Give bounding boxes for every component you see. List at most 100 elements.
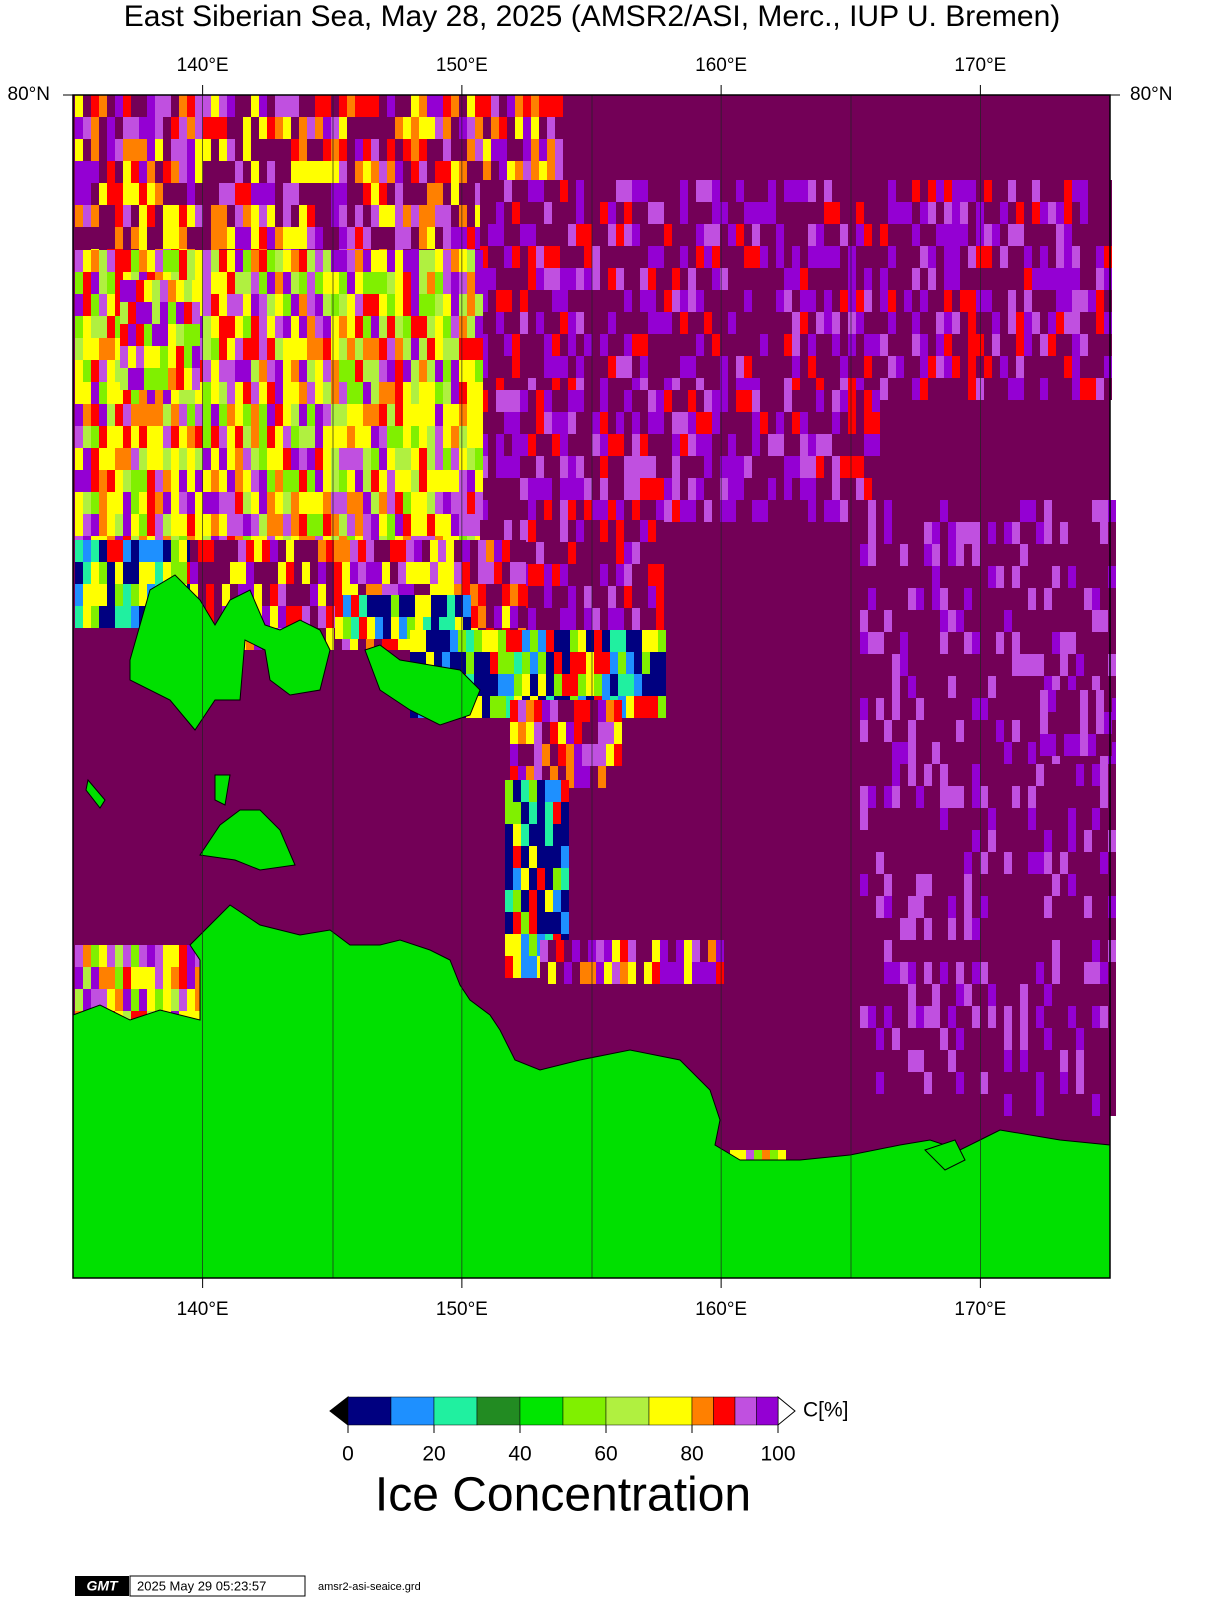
ice-cell [650,696,658,718]
ice-cell [83,945,91,967]
ice-cell [1048,246,1056,268]
ice-cell [924,896,932,918]
ice-cell [1108,896,1116,918]
ice-cell [211,470,219,492]
ice-cell [996,544,1004,566]
ice-cell [560,542,568,564]
ice-cell [211,492,219,514]
ice-cell [940,808,948,830]
ice-cell [940,918,948,940]
ice-cell [768,246,776,268]
ice-cell [463,617,471,639]
ice-cell [510,722,518,744]
ice-cell [800,456,808,478]
ice-cell [275,95,283,117]
ice-cell [608,268,616,290]
ice-cell [576,586,584,608]
ice-cell [270,606,278,628]
ice-cell [480,312,488,334]
ice-cell [908,676,916,698]
colorbar-bin [347,1396,392,1426]
ice-cell [560,378,568,400]
ice-cell [347,250,355,272]
ice-cell [179,562,187,584]
ice-cell [347,338,355,360]
ice-cell [147,426,155,448]
ice-cell [1012,786,1020,808]
ice-cell [688,500,696,522]
ice-cell [912,268,920,290]
ice-cell [482,630,490,652]
ice-cell [486,562,494,584]
ice-cell [784,246,792,268]
ice-cell [435,250,443,272]
ice-cell [496,268,504,290]
ice-cell [980,566,988,588]
ice-cell [187,448,195,470]
ice-cell [1076,522,1084,544]
ice-cell [924,588,932,610]
ice-cell [262,606,270,628]
ice-cell [195,205,203,227]
ice-cell [1016,312,1024,334]
ice-cell [704,390,712,412]
ice-cell [395,205,403,227]
ice-cell [195,227,203,249]
ice-cell [760,312,768,334]
ice-cell [115,448,123,470]
ice-cell [544,434,552,456]
ice-cell [1028,918,1036,940]
ice-cell [964,896,972,918]
ice-cell [948,742,956,764]
ice-cell [536,312,544,334]
ice-cell [510,606,518,628]
ice-cell [259,382,267,404]
ice-cell [235,227,243,249]
ice-cell [832,334,840,356]
ice-cell [339,205,347,227]
ice-cell [518,606,526,628]
ice-cell [211,250,219,272]
ice-cell [411,338,419,360]
ice-cell [660,940,668,962]
ice-cell [545,780,553,802]
ice-cell [251,470,259,492]
ice-cell [928,312,936,334]
ice-cell [494,562,502,584]
ice-cell [912,202,920,224]
ice-cell [544,246,552,268]
ice-cell [956,764,964,786]
ice-cell [382,540,390,562]
ice-cell [203,382,211,404]
ice-cell [932,852,940,874]
ice-cell [1004,698,1012,720]
ice-cell [624,334,632,356]
ice-cell [179,117,187,139]
ice-cell [275,272,283,294]
ice-cell [515,139,523,161]
ice-cell [520,334,528,356]
ice-cell [515,95,523,117]
ice-cell [347,139,355,161]
ice-cell [528,542,536,564]
ice-cell [91,989,99,1011]
ice-cell [784,334,792,356]
ice-cell [147,470,155,492]
ice-cell [171,945,179,967]
ice-cell [1100,940,1108,962]
ice-cell [562,674,570,696]
ice-cell [227,426,235,448]
ice-cell [608,246,616,268]
ice-cell [411,404,419,426]
ice-cell [1076,852,1084,874]
ice-cell [1060,1094,1068,1116]
ice-cell [115,382,123,404]
ice-cell [283,382,291,404]
ice-cell [832,412,840,434]
ice-cell [880,202,888,224]
ice-cell [924,654,932,676]
ice-cell [582,744,590,766]
ice-cell [528,246,536,268]
ice-cell [1044,984,1052,1006]
ice-cell [948,588,956,610]
